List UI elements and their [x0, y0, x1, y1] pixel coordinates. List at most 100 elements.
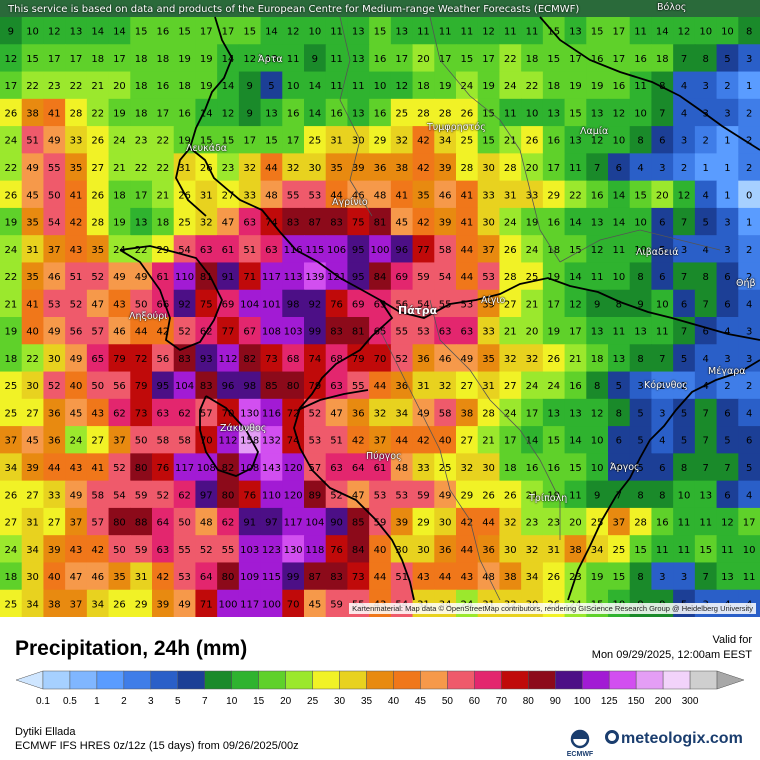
precip-cell: [434, 235, 457, 264]
precip-value: 24: [504, 408, 517, 419]
precip-value: 10: [699, 27, 712, 38]
precip-cell: [86, 480, 110, 509]
precip-value: 22: [26, 81, 39, 92]
precip-cell: [217, 98, 240, 127]
precip-value: 14: [200, 108, 213, 119]
precip-value: 100: [262, 599, 281, 610]
precip-value: 15: [482, 136, 495, 147]
precip-value: 12: [48, 27, 61, 38]
precip-value: 19: [547, 490, 560, 501]
precip-cell: [369, 262, 392, 291]
precip-cell: [542, 535, 566, 564]
precip-cell: [694, 98, 718, 127]
precip-cell: [260, 426, 283, 454]
precip-cell: [477, 126, 501, 154]
precip-value: 7: [681, 54, 687, 65]
precip-cell: [173, 17, 197, 45]
precip-value: 51: [243, 245, 256, 256]
precip-value: 19: [113, 218, 126, 229]
precip-value: 5: [268, 81, 274, 92]
precip-cell: [130, 71, 153, 100]
precip-cell: [108, 180, 131, 209]
meteologix-brand[interactable]: meteologix.com: [605, 730, 743, 748]
precip-value: 91: [222, 272, 235, 283]
precip-value: 26: [91, 190, 104, 201]
precip-value: 8: [681, 463, 687, 474]
precip-cell: [651, 507, 674, 536]
precip-cell: [629, 535, 653, 564]
precip-cell: [217, 589, 240, 617]
precip-cell: [282, 562, 305, 591]
map-canvas: 9 10 12 13 14 14 15 16 15 17 17 15 14 12 10 11 13 15 13 11 1…: [0, 0, 760, 617]
precip-cell: [456, 71, 479, 100]
precip-value: 35: [91, 245, 104, 256]
precip-cell: [108, 398, 131, 427]
precip-cell: [716, 289, 739, 318]
precip-value: 38: [395, 163, 408, 174]
precip-value: 64: [156, 518, 169, 529]
precip-value: 13: [569, 136, 582, 147]
precip-value: 59: [330, 599, 343, 610]
precip-cell: [456, 235, 479, 264]
precip-cell: [152, 289, 175, 318]
precip-cell: [564, 289, 587, 318]
precip-cell: [65, 589, 88, 617]
precip-value: 21: [113, 163, 126, 174]
precip-cell: [325, 344, 349, 373]
precip-cell: [21, 98, 45, 127]
precip-cell: [390, 480, 414, 509]
precip-value: 82: [243, 354, 256, 365]
precip-cell: [738, 344, 760, 373]
precip-value: 43: [417, 572, 430, 583]
precip-value: 23: [48, 81, 61, 92]
precip-value: 12: [222, 108, 235, 119]
precip-value: 16: [330, 108, 343, 119]
precip-cell: [564, 371, 587, 400]
precip-cell: [456, 535, 479, 564]
precip-cell: [108, 507, 131, 536]
precip-value: 64: [200, 572, 213, 583]
precip-cell: [86, 562, 110, 591]
precip-value: 37: [4, 436, 17, 447]
precip-cell: [477, 44, 501, 73]
precip-value: 3: [681, 572, 687, 583]
precip-value: 44: [460, 272, 473, 283]
precip-cell: [564, 153, 587, 182]
precip-value: 54: [417, 299, 430, 310]
notice-strip: [0, 0, 760, 17]
precip-cell: [434, 98, 457, 127]
precip-value: 26: [113, 599, 126, 610]
precip-value: 33: [48, 490, 61, 501]
precip-value: 25: [4, 381, 17, 392]
precip-cell: [282, 71, 305, 100]
precip-value: 52: [178, 327, 191, 338]
precip-value: 4: [703, 190, 709, 201]
precip-value: 18: [526, 54, 539, 65]
precip-value: 17: [222, 27, 235, 38]
precip-value: 49: [460, 354, 473, 365]
precip-cell: [304, 398, 327, 427]
precip-value: 77: [417, 245, 430, 256]
precip-value: 10: [634, 218, 647, 229]
precip-value: 21: [569, 354, 582, 365]
precip-cell: [21, 344, 45, 373]
precip-cell: [65, 180, 88, 209]
precip-value: 31: [482, 381, 495, 392]
precip-value: 83: [330, 572, 343, 583]
precip-cell: [651, 262, 674, 291]
precip-cell: [0, 44, 23, 73]
precip-cell: [390, 562, 414, 591]
precip-value: 7: [703, 463, 709, 474]
precip-value: 44: [460, 545, 473, 556]
precip-cell: [390, 44, 414, 73]
precip-cell: [456, 426, 479, 454]
precip-value: 11: [460, 27, 473, 38]
precip-cell: [608, 180, 631, 209]
precip-value: 37: [612, 518, 625, 529]
precip-cell: [694, 17, 718, 45]
precip-value: 52: [48, 381, 61, 392]
precip-value: 112: [218, 436, 237, 447]
precip-cell: [629, 453, 653, 482]
precip-cell: [456, 398, 479, 427]
precip-value: 5: [637, 408, 643, 419]
